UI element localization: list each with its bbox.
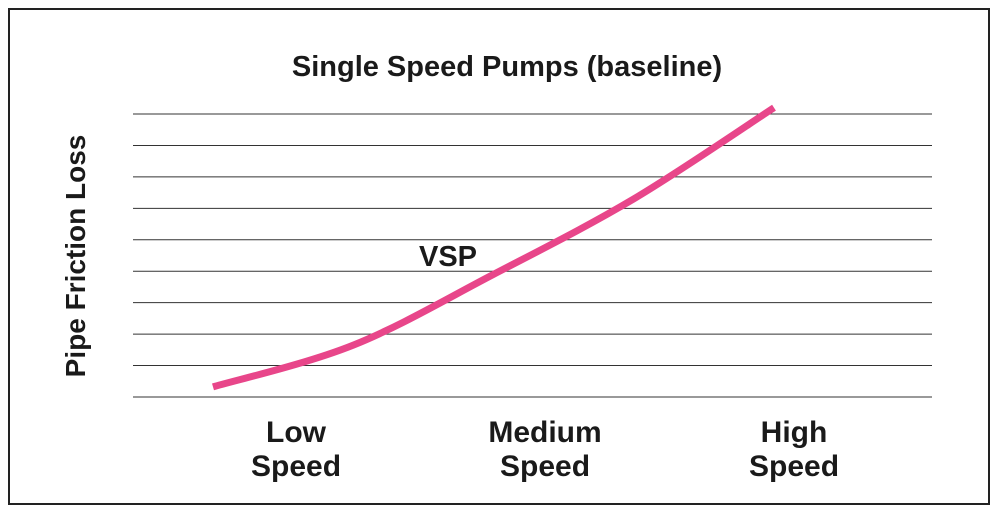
series-label-vsp: VSP bbox=[419, 241, 477, 273]
chart-title: Single Speed Pumps (baseline) bbox=[292, 51, 722, 83]
x-tick-label: Low bbox=[266, 416, 327, 449]
x-tick-label: Speed bbox=[749, 450, 839, 483]
x-tick-label: Speed bbox=[500, 450, 590, 483]
y-axis-label: Pipe Friction Loss bbox=[60, 135, 91, 378]
chart-frame bbox=[8, 8, 990, 505]
series-line-vsp bbox=[212, 104, 776, 391]
grid bbox=[133, 113, 932, 398]
x-tick-label: High bbox=[761, 416, 828, 449]
x-tick-label: Speed bbox=[251, 450, 341, 483]
x-tick-label: Medium bbox=[488, 416, 601, 449]
